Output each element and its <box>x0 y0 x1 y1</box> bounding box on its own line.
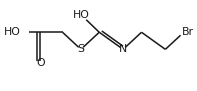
Text: HO: HO <box>3 27 20 37</box>
Text: N: N <box>119 44 127 54</box>
Text: O: O <box>36 58 45 68</box>
Text: S: S <box>77 44 84 54</box>
Text: HO: HO <box>72 10 89 20</box>
Text: Br: Br <box>182 27 194 37</box>
